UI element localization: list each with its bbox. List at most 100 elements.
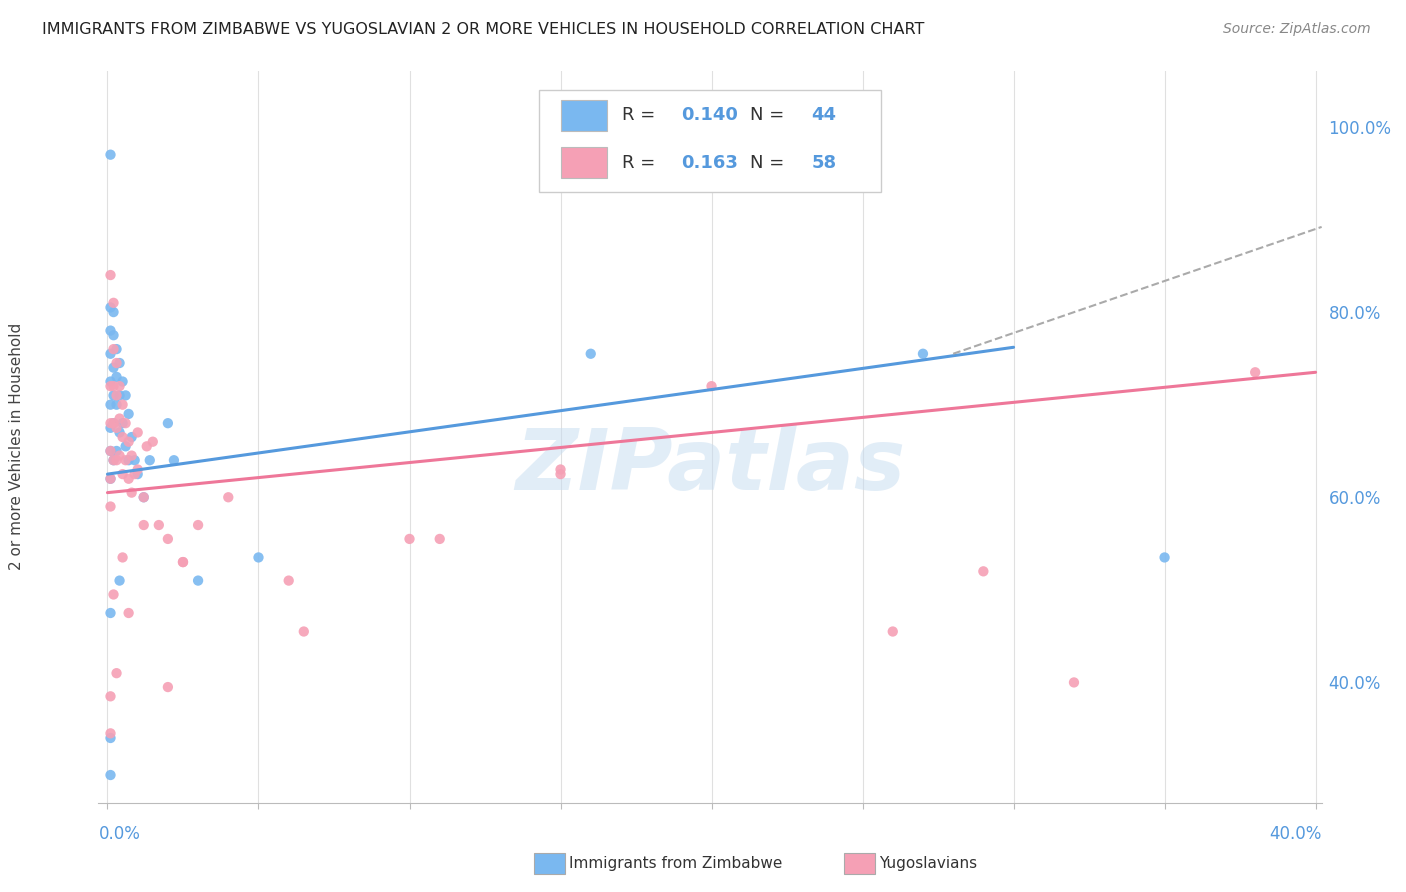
Point — [108, 356, 131, 370]
Text: 40.0%: 40.0% — [1270, 825, 1322, 843]
Text: 2 or more Vehicles in Household: 2 or more Vehicles in Household — [10, 322, 24, 570]
Point — [217, 490, 239, 504]
Point — [105, 370, 128, 384]
Point — [103, 388, 125, 402]
Text: N =: N = — [751, 106, 790, 124]
Point — [114, 388, 136, 402]
Point — [105, 356, 128, 370]
Point — [105, 342, 128, 356]
Text: Immigrants from Zimbabwe: Immigrants from Zimbabwe — [569, 856, 783, 871]
Point — [103, 379, 125, 393]
Point — [108, 574, 131, 588]
Point — [108, 425, 131, 440]
Point — [100, 444, 122, 458]
Point — [429, 532, 451, 546]
Point — [103, 360, 125, 375]
Point — [100, 472, 122, 486]
Point — [124, 453, 146, 467]
Point — [163, 453, 186, 467]
Point — [100, 690, 122, 704]
Point — [156, 680, 179, 694]
Point — [103, 453, 125, 467]
Point — [911, 347, 934, 361]
Point — [100, 147, 122, 161]
Point — [121, 430, 143, 444]
Point — [148, 518, 170, 533]
Text: 58: 58 — [811, 153, 837, 172]
Point — [117, 407, 139, 421]
Point — [132, 490, 155, 504]
Point — [111, 416, 134, 430]
Point — [105, 444, 128, 458]
Point — [100, 301, 122, 315]
Point — [111, 550, 134, 565]
Point — [132, 490, 155, 504]
Point — [1063, 675, 1085, 690]
Point — [117, 434, 139, 449]
Point — [139, 453, 162, 467]
Point — [103, 328, 125, 343]
Text: 0.0%: 0.0% — [98, 825, 141, 843]
Text: Yugoslavians: Yugoslavians — [879, 856, 977, 871]
Point — [103, 416, 125, 430]
Point — [108, 411, 131, 425]
Point — [398, 532, 420, 546]
Text: 0.163: 0.163 — [681, 153, 738, 172]
Point — [108, 449, 131, 463]
Point — [579, 347, 602, 361]
Point — [100, 379, 122, 393]
Point — [100, 347, 122, 361]
Point — [156, 532, 179, 546]
Point — [972, 565, 994, 579]
Text: 44: 44 — [811, 106, 837, 124]
Point — [121, 485, 143, 500]
Point — [550, 467, 572, 482]
Point — [187, 518, 209, 533]
Point — [103, 342, 125, 356]
Point — [127, 462, 149, 476]
Point — [103, 587, 125, 601]
Point — [127, 467, 149, 482]
Point — [108, 388, 131, 402]
Point — [103, 305, 125, 319]
Point — [111, 375, 134, 389]
Point — [172, 555, 194, 569]
Point — [100, 606, 122, 620]
Point — [117, 453, 139, 467]
Point — [100, 268, 122, 282]
Point — [121, 449, 143, 463]
Point — [124, 467, 146, 482]
Text: 0.140: 0.140 — [681, 106, 738, 124]
Point — [135, 439, 157, 453]
Text: R =: R = — [621, 106, 661, 124]
Text: N =: N = — [751, 153, 790, 172]
Point — [114, 453, 136, 467]
Point — [100, 375, 122, 389]
Text: R =: R = — [621, 153, 661, 172]
Point — [142, 434, 165, 449]
Point — [100, 500, 122, 514]
Bar — [561, 100, 607, 130]
Point — [100, 324, 122, 338]
Point — [100, 731, 122, 745]
Point — [127, 425, 149, 440]
Point — [117, 606, 139, 620]
Point — [100, 726, 122, 740]
Text: Source: ZipAtlas.com: Source: ZipAtlas.com — [1223, 22, 1371, 37]
Point — [100, 421, 122, 435]
Point — [100, 444, 122, 458]
Point — [108, 379, 131, 393]
FancyBboxPatch shape — [538, 90, 882, 192]
Point — [1153, 550, 1175, 565]
Point — [111, 430, 134, 444]
Point — [100, 472, 122, 486]
Point — [156, 416, 179, 430]
Point — [277, 574, 299, 588]
Point — [882, 624, 904, 639]
Point — [187, 574, 209, 588]
Point — [103, 416, 125, 430]
Point — [100, 416, 122, 430]
Point — [105, 398, 128, 412]
Point — [103, 295, 125, 310]
Point — [292, 624, 315, 639]
